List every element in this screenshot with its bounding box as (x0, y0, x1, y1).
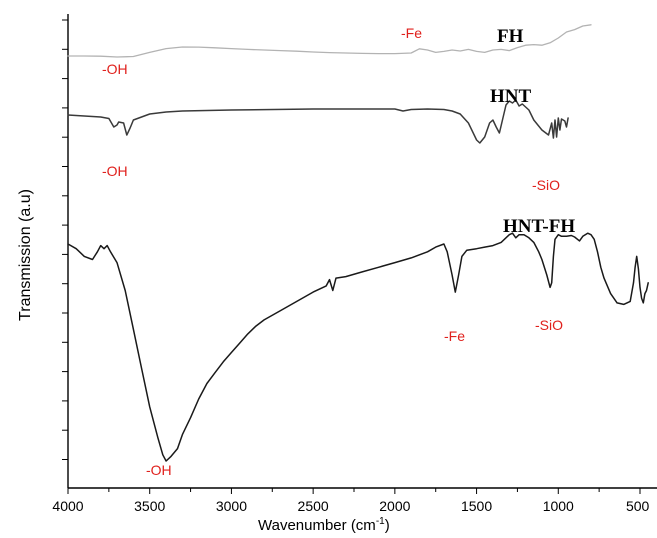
y-ticks (62, 19, 68, 460)
y-axis-label: Transmission (a.u) (17, 189, 34, 321)
annotation-fh-fe: -Fe (401, 25, 422, 41)
series-line-hnt (67, 99, 569, 144)
x-axis-label-sup: -1 (376, 516, 385, 527)
x-tick-label: 3500 (134, 498, 165, 514)
x-tick-label: 500 (626, 498, 650, 514)
x-axis-label: Wavenumber (cm-1) (258, 516, 390, 534)
series-label-fh: FH (497, 26, 524, 47)
annotation-hntfh-fe: -Fe (444, 328, 465, 344)
x-tick-label: 1000 (543, 498, 574, 514)
annotation-hntfh-oh: -OH (146, 462, 172, 478)
x-tick-label: 2000 (379, 498, 410, 514)
series-label-hnt: HNT (490, 86, 532, 107)
series-line-hnt-fh (67, 232, 649, 462)
annotation-hnt-sio: -SiO (532, 177, 560, 193)
annotation-hnt-oh: -OH (102, 163, 128, 179)
x-axis-label-main: Wavenumber (cm (258, 517, 376, 534)
series-label-hnt-fh: HNT-FH (503, 216, 575, 237)
x-axis-label-tail: ) (385, 517, 390, 534)
x-tick-label: 3000 (216, 498, 247, 514)
x-tick-label: 1500 (461, 498, 492, 514)
x-ticks: 4000 3500 3000 2500 2000 1500 1000 500 (52, 488, 650, 514)
annotation-fh-oh: -OH (102, 61, 128, 77)
series-curves (67, 24, 649, 462)
annotation-hntfh-sio: -SiO (535, 317, 563, 333)
x-tick-label: 4000 (52, 498, 83, 514)
x-tick-label: 2500 (298, 498, 329, 514)
series-line-fh (67, 24, 592, 58)
